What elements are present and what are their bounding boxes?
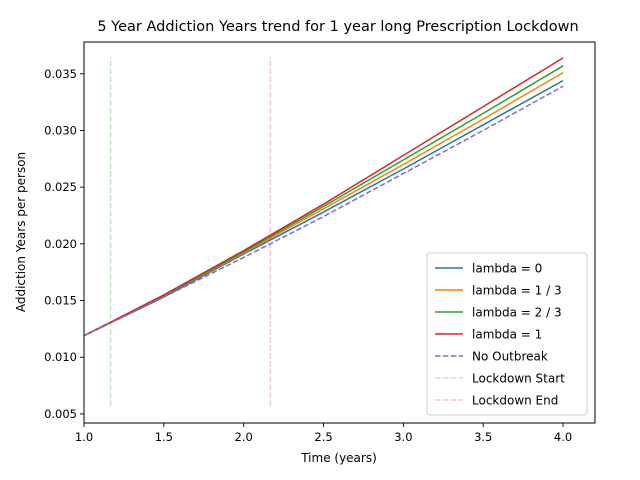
x-tick-label: 2.0 <box>235 430 253 444</box>
y-tick-label: 0.010 <box>44 350 77 364</box>
chart-title: 5 Year Addiction Years trend for 1 year … <box>97 19 578 35</box>
y-tick-label: 0.030 <box>44 123 77 137</box>
series-line-4 <box>83 85 564 337</box>
legend-label: Lockdown End <box>472 394 558 408</box>
y-tick-label: 0.005 <box>44 407 77 421</box>
x-tick-label: 1.0 <box>75 430 93 444</box>
y-tick-label: 0.015 <box>44 294 77 308</box>
x-tick-label: 2.5 <box>314 430 332 444</box>
x-tick-label: 4.0 <box>554 430 572 444</box>
x-tick-label: 3.0 <box>394 430 412 444</box>
legend-label: lambda = 2 / 3 <box>472 306 562 320</box>
legend-label: Lockdown Start <box>472 372 565 386</box>
plot-frame <box>83 41 596 424</box>
legend-label: No Outbreak <box>472 350 548 364</box>
series-line-2 <box>83 65 564 337</box>
legend-box <box>426 252 588 416</box>
x-tick-label: 3.5 <box>474 430 492 444</box>
plot-lines <box>83 56 564 406</box>
y-axis-ticks: 0.005 0.010 0.015 0.020 0.025 0.030 0.035 <box>44 67 84 421</box>
y-tick-label: 0.035 <box>44 67 77 81</box>
x-tick-label: 1.5 <box>155 430 173 444</box>
y-tick-label: 0.020 <box>44 237 77 251</box>
y-axis-label: Addiction Years per person <box>14 152 28 312</box>
series-line-3 <box>83 57 564 337</box>
y-tick-label: 0.025 <box>44 180 77 194</box>
legend-label: lambda = 0 <box>472 262 542 276</box>
x-axis-label: Time (years) <box>300 451 377 465</box>
legend: lambda = 0 lambda = 1 / 3 lambda = 2 / 3 la… <box>426 252 588 416</box>
legend-label: lambda = 1 <box>472 328 542 342</box>
x-axis-ticks: 1.0 1.5 2.0 2.5 3.0 3.5 4.0 <box>75 423 572 444</box>
legend-label: lambda = 1 / 3 <box>472 284 562 298</box>
